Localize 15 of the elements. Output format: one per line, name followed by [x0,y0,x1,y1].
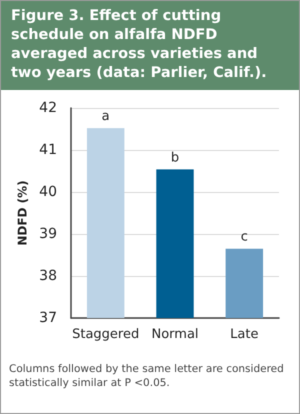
y-tick-label: 39 [39,226,57,242]
y-tick-label: 40 [39,184,57,200]
y-tick-label: 37 [39,310,57,326]
chart-title: Figure 3. Effect of cutting schedule on alfalfa NDFD averaged across varieties and two years (data: Parlier, Calif.). [1,1,299,90]
x-tick-label: Late [230,327,258,342]
data-label: a [102,109,110,124]
data-label: b [170,150,180,166]
x-tick-label: Staggered [72,327,140,342]
y-axis-title: NDFD (%) [15,180,30,246]
x-tick-label: Normal [151,327,199,342]
text: Columns followed by the same letter are considered statistically similar at P <0.05. [8,362,285,391]
y-tick-label: 42 [39,100,57,116]
y-tick-label: 41 [39,142,57,158]
data-label: c [240,230,248,245]
y-tick-label: 38 [39,268,57,284]
